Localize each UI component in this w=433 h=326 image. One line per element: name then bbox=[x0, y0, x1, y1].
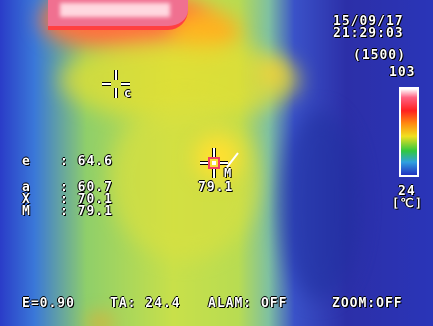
reading-m-value: : 79.1 bbox=[60, 204, 113, 219]
reading-a-label: a bbox=[22, 180, 31, 195]
reading-x-label: X bbox=[22, 192, 31, 207]
time-readout: 21:29:03 bbox=[333, 26, 404, 41]
crosshair-max-label: M bbox=[224, 166, 233, 180]
emissivity-readout: E=0.90 bbox=[22, 296, 75, 311]
reading-a-value: : 60.7 bbox=[60, 180, 113, 195]
scale-min: 24 bbox=[398, 184, 416, 199]
alarm-status: ALAM: OFF bbox=[208, 296, 288, 311]
date-readout: 15/09/17 bbox=[333, 14, 404, 29]
temperature-color-bar bbox=[399, 87, 419, 177]
crosshair-max-value: 79.1 bbox=[198, 180, 234, 195]
scale-unit: [℃] bbox=[392, 196, 423, 210]
crosshair-max-icon[interactable] bbox=[196, 145, 244, 181]
reading-e-label: e bbox=[22, 154, 31, 169]
scale-max: 103 bbox=[389, 65, 416, 80]
thermal-warm-region bbox=[110, 100, 260, 260]
thermal-spot bbox=[262, 62, 284, 84]
ambient-temp-readout: TA: 24.4 bbox=[110, 296, 181, 311]
reading-e-value: : 64.6 bbox=[60, 154, 113, 169]
crosshair-c-icon[interactable] bbox=[100, 68, 136, 102]
crosshair-c-label: c bbox=[124, 86, 133, 100]
thermal-spot-bottom bbox=[88, 316, 112, 326]
scale-range: (1500) bbox=[353, 48, 406, 63]
reading-m-label: M bbox=[22, 204, 31, 219]
hot-window-glow bbox=[60, 3, 170, 17]
thermal-cool-region bbox=[280, 110, 360, 300]
reading-x-value: : 70.1 bbox=[60, 192, 113, 207]
zoom-status: ZOOM:OFF bbox=[332, 296, 403, 311]
